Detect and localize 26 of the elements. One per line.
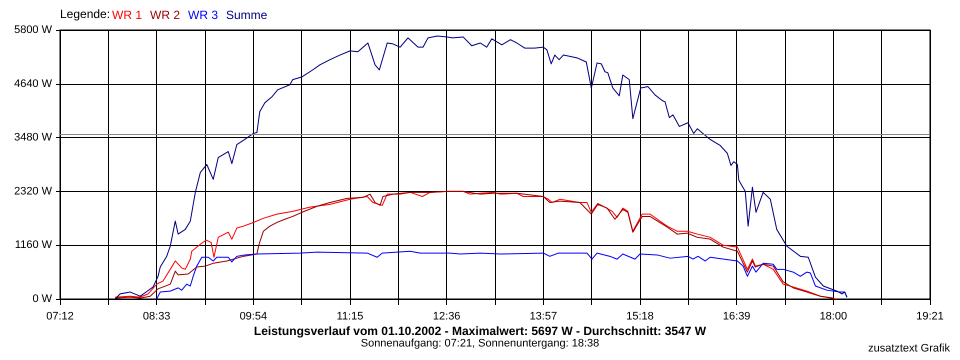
line-series — [114, 36, 848, 300]
y-tick-label: 4640 W — [14, 78, 53, 90]
y-tick-label: 3480 W — [14, 132, 53, 144]
y-tick-label: 2320 W — [14, 185, 53, 198]
x-tick-label: 11:15 — [336, 310, 364, 322]
x-tick-label: 18:00 — [820, 310, 848, 322]
text: Summe — [226, 8, 268, 22]
legend-title: Legende: — [60, 7, 110, 21]
x-tick-label: 15:18 — [626, 310, 654, 322]
text: Sonnenaufgang: 07:21, Sonnenuntergang: 18:38 — [360, 338, 600, 350]
text: zusatztext Grafik — [868, 342, 950, 354]
text: WR 3 — [188, 8, 218, 22]
x-tick-label: 12:36 — [432, 310, 460, 322]
x-tick-label: 07:12 — [46, 310, 74, 322]
y-tick-label: 5800 W — [14, 24, 53, 36]
text: WR 2 — [150, 8, 180, 22]
x-tick-label: 09:54 — [240, 310, 268, 322]
x-tick-label: 13:57 — [530, 310, 558, 322]
text: WR 1 — [112, 8, 142, 22]
y-tick-label: 0 W — [32, 293, 53, 305]
text: Leistungsverlauf vom 01.10.2002 - Maximalwert: 5697 W - Durchschnitt: 3547 W — [254, 324, 707, 338]
line-series — [156, 250, 848, 300]
y-tick-label: 1160 W — [14, 239, 53, 252]
x-tick-label: 19:21 — [916, 310, 944, 322]
x-tick-label: 08:33 — [142, 310, 170, 322]
x-tick-label: 16:39 — [722, 310, 750, 322]
